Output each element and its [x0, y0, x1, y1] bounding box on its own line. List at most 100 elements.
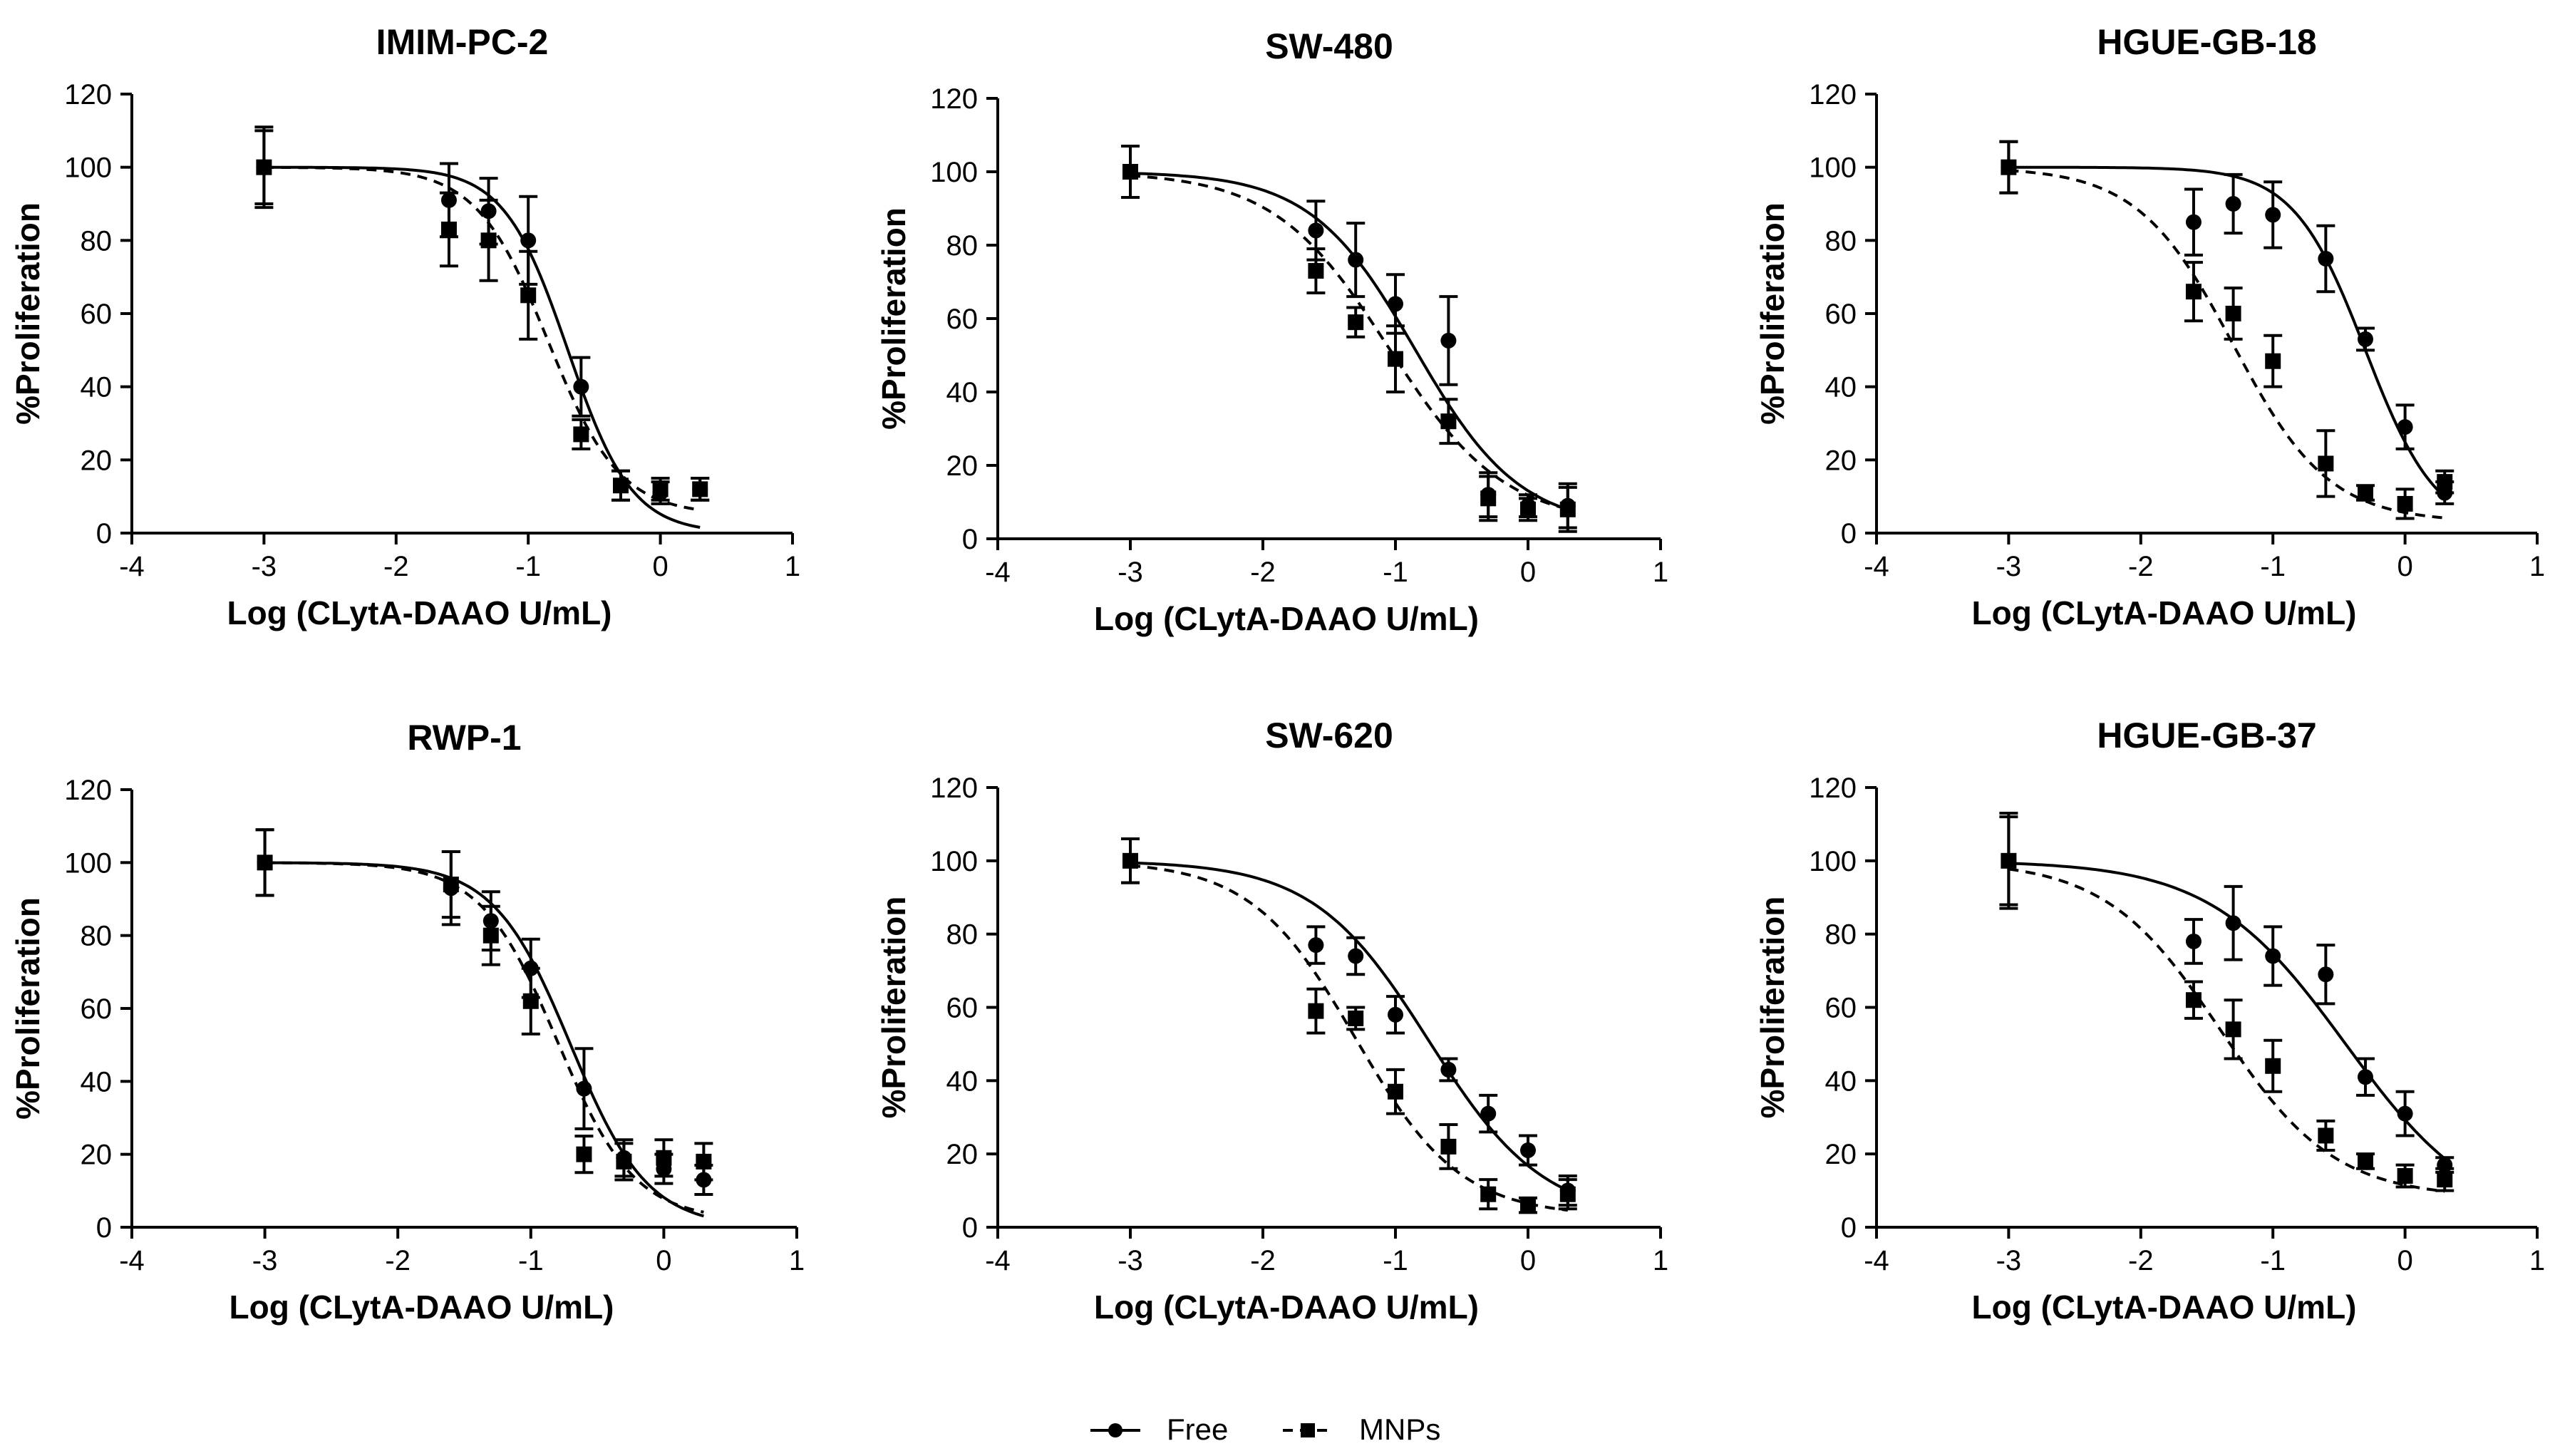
- data-point: [1388, 351, 1403, 367]
- x-tick-label: -3: [1996, 551, 2022, 582]
- data-point: [522, 993, 539, 1009]
- y-tick-label: 20: [1825, 445, 1857, 476]
- legend: Free MNPs: [1090, 1413, 1440, 1446]
- x-tick-label: -3: [1118, 557, 1143, 588]
- chart-panel: RWP-1 0 20 40 60 80 100 120 -4 -3 -2 -1 0 1 Log (CLytA…: [9, 718, 805, 1326]
- y-tick-label: 60: [946, 993, 979, 1024]
- y-tick-label: 80: [946, 230, 979, 262]
- data-point: [1440, 1061, 1457, 1078]
- series-free: [254, 129, 710, 529]
- data-point: [1308, 222, 1324, 239]
- y-tick-label: 20: [81, 445, 113, 476]
- x-tick-label: 0: [2397, 1245, 2412, 1276]
- legend-mnps-label: MNPs: [1359, 1413, 1440, 1446]
- y-tick-label: 120: [930, 773, 978, 804]
- x-tick-label: -3: [1118, 1245, 1143, 1276]
- data-point: [2185, 933, 2202, 949]
- data-point: [573, 426, 589, 443]
- x-axis-label: Log (CLytA-DAAO U/mL): [1094, 600, 1479, 637]
- fit-curve: [264, 861, 704, 1214]
- data-point: [1388, 1083, 1403, 1100]
- fit-curve: [2008, 867, 2445, 1193]
- x-tick-label: -2: [1250, 557, 1276, 588]
- x-tick-label: -2: [385, 1245, 411, 1276]
- x-tick-label: -4: [1864, 551, 1889, 582]
- y-tick-label: 60: [1825, 299, 1857, 330]
- x-tick-label: -1: [1383, 1245, 1408, 1276]
- x-tick-label: -1: [2260, 551, 2286, 582]
- data-point: [1122, 852, 1138, 869]
- chart-panel: IMIM-PC-2 0 20 40 60 80 100 120 -4 -3 -2 -1 0 1 Log (C…: [9, 22, 800, 631]
- data-point: [2265, 948, 2281, 964]
- x-axis-label: Log (CLytA-DAAO U/mL): [229, 1289, 614, 1326]
- x-axis-label: Log (CLytA-DAAO U/mL): [1972, 1289, 2357, 1326]
- data-point: [256, 159, 272, 175]
- x-tick-label: 0: [656, 1245, 671, 1276]
- data-point: [1480, 1186, 1497, 1202]
- y-tick-label: 60: [81, 299, 113, 330]
- chart-title: IMIM-PC-2: [376, 22, 549, 62]
- data-point: [652, 481, 669, 497]
- data-point: [2357, 485, 2373, 501]
- x-tick-label: 1: [1653, 557, 1668, 588]
- y-tick-label: 40: [81, 1066, 113, 1098]
- data-point: [2225, 915, 2241, 931]
- y-tick-label: 0: [96, 1212, 112, 1244]
- y-tick-label: 100: [1809, 153, 1857, 184]
- data-point: [1520, 1142, 1536, 1159]
- series-free: [1999, 140, 2455, 505]
- x-tick-label: 1: [785, 551, 800, 582]
- fit-curve: [2008, 169, 2445, 520]
- y-tick-label: 80: [81, 921, 113, 952]
- data-point: [1122, 164, 1138, 180]
- x-tick-label: 1: [2529, 1245, 2545, 1276]
- data-point: [257, 855, 273, 871]
- x-tick-label: -3: [1996, 1245, 2022, 1276]
- fit-curve: [1130, 172, 1569, 511]
- y-tick-label: 100: [930, 846, 978, 877]
- y-axis-label: %Proliferation: [875, 897, 912, 1119]
- data-point: [443, 877, 459, 893]
- y-tick-label: 120: [64, 775, 112, 806]
- fit-curve: [1130, 861, 1569, 1192]
- legend-free-marker: [1108, 1423, 1122, 1437]
- y-tick-label: 100: [64, 847, 112, 879]
- x-axis-label: Log (CLytA-DAAO U/mL): [1094, 1289, 1479, 1326]
- data-point: [2185, 992, 2202, 1008]
- data-point: [576, 1146, 592, 1162]
- y-tick-label: 60: [81, 993, 113, 1025]
- x-tick-label: 0: [652, 551, 668, 582]
- data-point: [612, 477, 629, 494]
- data-point: [1559, 501, 1576, 517]
- x-tick-label: -1: [1383, 557, 1408, 588]
- x-tick-label: -2: [2128, 551, 2154, 582]
- y-tick-label: 120: [1809, 79, 1857, 110]
- data-point: [1520, 501, 1536, 517]
- data-point: [1440, 413, 1457, 430]
- data-point: [1480, 1105, 1497, 1122]
- data-point: [1388, 296, 1403, 312]
- data-point: [616, 1153, 632, 1170]
- x-tick-label: -2: [1250, 1245, 1276, 1276]
- data-point: [2001, 159, 2017, 175]
- y-tick-label: 100: [930, 157, 978, 188]
- data-point: [2225, 306, 2241, 321]
- y-tick-label: 40: [81, 372, 113, 403]
- y-axis-label: %Proliferation: [9, 897, 46, 1120]
- chart-title: SW-480: [1265, 26, 1393, 66]
- chart-title: HGUE-GB-18: [2097, 22, 2316, 62]
- y-tick-label: 20: [946, 1139, 979, 1170]
- series-mnps: [1121, 837, 1577, 1214]
- y-tick-label: 0: [962, 1212, 978, 1244]
- x-tick-label: 0: [1520, 1245, 1536, 1276]
- data-point: [2001, 852, 2017, 869]
- y-tick-label: 60: [946, 304, 979, 335]
- fit-curve: [2008, 862, 2446, 1160]
- chart-panel: SW-620 0 20 40 60 80 100 120 -4 -3 -2 -1 0 1 Log (CLyt…: [875, 716, 1668, 1326]
- data-point: [696, 1153, 712, 1170]
- y-tick-label: 40: [1825, 1065, 1857, 1097]
- y-tick-label: 20: [1825, 1139, 1857, 1170]
- data-point: [2318, 251, 2334, 267]
- y-tick-label: 80: [1825, 919, 1857, 951]
